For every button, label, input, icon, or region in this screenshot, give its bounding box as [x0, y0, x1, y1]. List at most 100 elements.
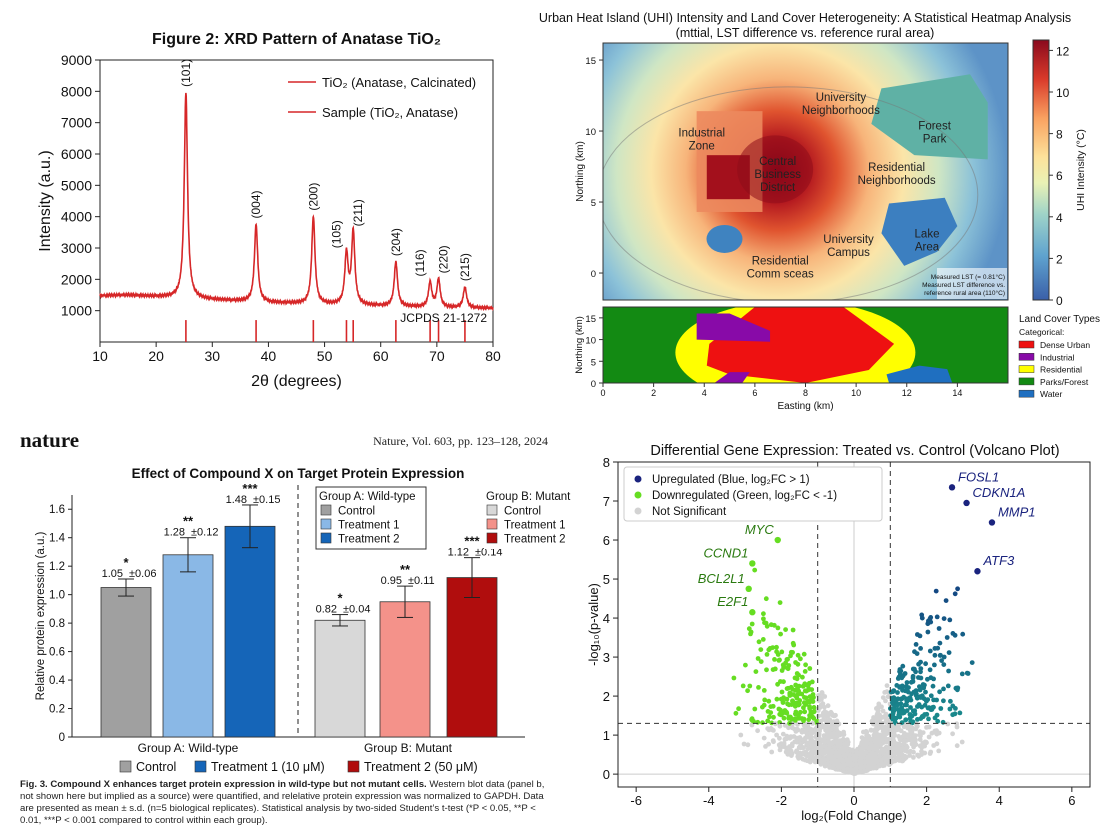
data-point	[830, 719, 836, 725]
data-point	[763, 596, 769, 602]
data-point	[858, 746, 864, 751]
data-point	[741, 741, 747, 747]
data-point	[889, 728, 894, 733]
data-point	[771, 739, 776, 745]
data-point	[761, 735, 767, 741]
landcover-legend-swatch	[1018, 389, 1035, 398]
bottom-legend-entry: Control	[136, 760, 176, 774]
data-point	[918, 669, 923, 675]
data-point	[809, 687, 815, 692]
data-point	[774, 649, 779, 655]
bar	[379, 601, 431, 738]
data-point	[896, 734, 901, 739]
region-label-line: Central	[759, 156, 796, 168]
data-point	[790, 627, 796, 633]
protein-bar-chart: Effect of Compound X on Target Protein E…	[35, 466, 576, 774]
figure-caption: Fig. 3. Compound X enhances target prote…	[20, 779, 550, 827]
data-point	[895, 696, 901, 702]
y-tick-label: 7000	[61, 115, 92, 131]
data-point	[924, 711, 930, 717]
data-point	[774, 644, 779, 650]
landcover-legend-swatch	[1018, 365, 1035, 373]
data-point	[943, 598, 949, 603]
data-point	[904, 680, 910, 685]
legend-entry: Downregulated (Green, log₂FC < -1)	[652, 490, 837, 502]
legend-title: Group B: Mutant	[486, 491, 571, 503]
data-point	[868, 727, 874, 733]
data-point	[862, 768, 868, 774]
region-label-line: Business	[754, 169, 801, 181]
data-point	[782, 723, 788, 728]
data-point	[814, 753, 820, 759]
legend-swatch	[486, 532, 498, 544]
data-point	[755, 728, 760, 734]
data-point	[877, 712, 882, 718]
data-point	[774, 696, 780, 702]
colorbar	[1032, 39, 1050, 301]
data-point	[833, 712, 838, 718]
legend-entry: Control	[338, 506, 375, 518]
data-point	[768, 726, 774, 731]
region-label: Residential Comm sceas	[747, 256, 814, 281]
data-point	[745, 688, 750, 694]
data-point	[858, 763, 864, 768]
data-point	[863, 749, 869, 755]
data-point	[796, 701, 802, 707]
y-tick-label: 3000	[61, 240, 92, 256]
data-point	[794, 726, 800, 732]
data-point	[911, 749, 916, 755]
data-point	[765, 709, 771, 714]
data-point	[908, 705, 913, 710]
bottom-legend-swatch	[119, 760, 132, 773]
data-point	[865, 764, 871, 769]
ring-road	[603, 86, 979, 300]
legend-box	[623, 466, 883, 522]
data-point	[793, 718, 798, 723]
data-point	[903, 702, 909, 707]
data-point	[881, 762, 887, 767]
data-point	[803, 695, 809, 701]
colorbar-tick-label: 4	[1056, 211, 1063, 225]
data-point	[831, 731, 837, 736]
data-point	[762, 697, 768, 703]
data-point	[780, 731, 786, 737]
bar-value-label: 0.82	[316, 604, 337, 616]
annotation-text: Measured LST difference vs.	[922, 282, 1005, 289]
data-point	[731, 675, 737, 681]
data-point	[746, 626, 752, 632]
data-point	[752, 567, 758, 573]
data-point	[934, 741, 940, 747]
y-tick-label: 4000	[61, 209, 92, 225]
data-point	[888, 689, 894, 695]
bar-error-label: ±0.06	[129, 568, 156, 580]
bottom-legend-swatch	[194, 760, 207, 773]
data-point	[922, 743, 927, 749]
data-point	[775, 625, 781, 631]
data-point	[822, 739, 828, 744]
data-point	[807, 759, 813, 765]
data-point	[908, 730, 914, 736]
region-label-line: Residential	[868, 162, 925, 174]
chart-title: Effect of Compound X on Target Protein E…	[132, 466, 465, 481]
data-point	[782, 664, 787, 670]
data-point	[806, 682, 811, 688]
x-tick-label: 4	[702, 388, 707, 398]
data-point	[910, 719, 916, 725]
data-point	[874, 716, 880, 722]
y-axis-label: Relative protein expression (a.u.)	[35, 531, 47, 700]
data-point	[884, 683, 890, 688]
data-point	[786, 716, 792, 721]
data-point	[910, 675, 916, 681]
gene-label: CDKN1A	[973, 485, 1026, 500]
data-point	[812, 756, 817, 762]
y-tick-label: 2	[603, 689, 610, 704]
x-tick-label: 0	[600, 388, 605, 398]
legend-entry: TiO₂ (Anatase, Calcinated)	[322, 75, 476, 90]
chart-title: Differential Gene Expression: Treated vs…	[650, 443, 1059, 459]
data-point	[795, 652, 801, 658]
data-point	[900, 758, 906, 763]
peak-label: (220)	[437, 245, 451, 273]
data-point	[937, 689, 942, 695]
significance-label: ***	[242, 481, 258, 496]
